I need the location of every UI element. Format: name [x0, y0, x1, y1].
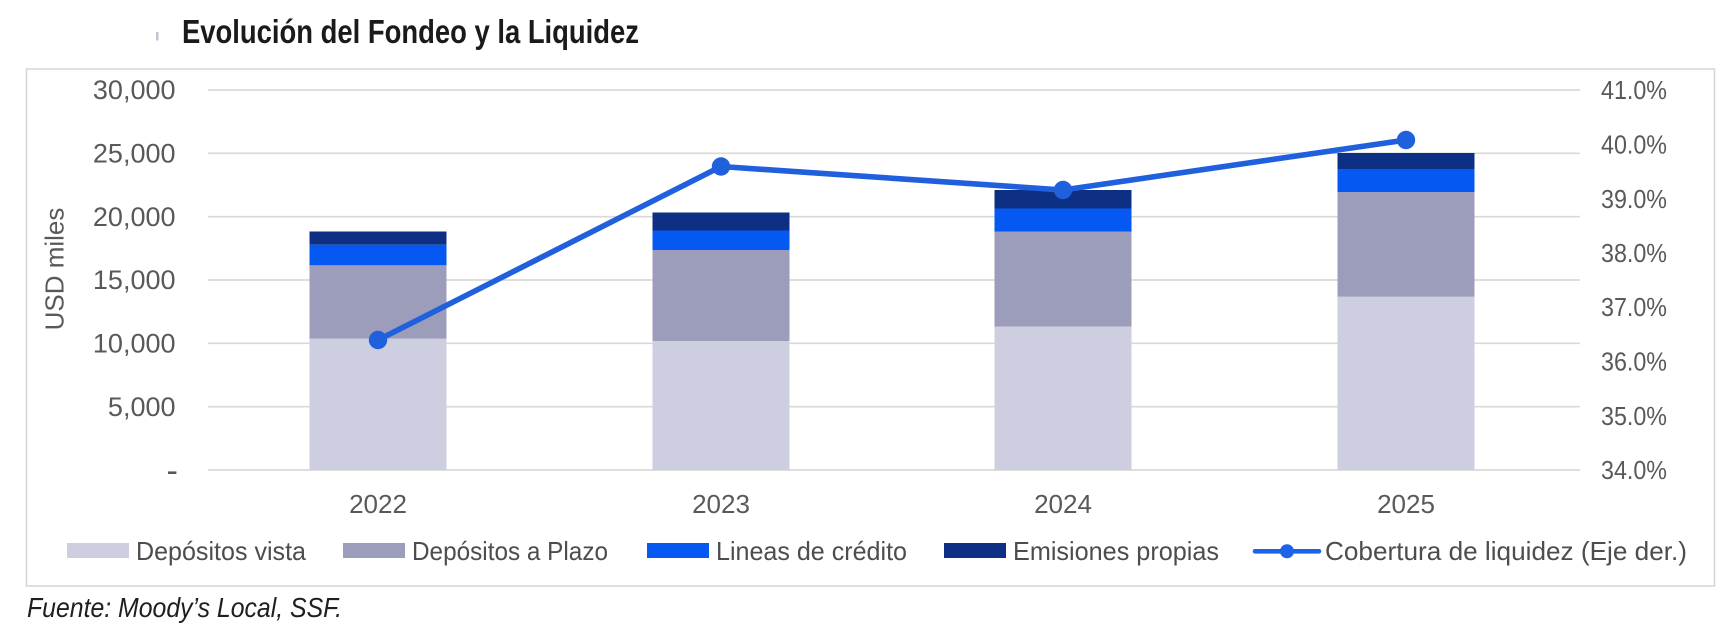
- svg-text:2022: 2022: [349, 489, 407, 519]
- svg-text:36.0%: 36.0%: [1601, 347, 1667, 377]
- svg-text:30,000: 30,000: [93, 75, 176, 105]
- svg-text:2024: 2024: [1034, 489, 1092, 519]
- svg-text:Lineas de crédito: Lineas de crédito: [716, 536, 907, 566]
- svg-text:5,000: 5,000: [108, 392, 176, 422]
- svg-text:15,000: 15,000: [93, 265, 176, 295]
- svg-text:Evolución del Fondeo y la Liqu: Evolución del Fondeo y la Liquidez: [182, 13, 639, 50]
- svg-text:Depósitos a Plazo: Depósitos a Plazo: [412, 536, 608, 566]
- svg-text:41.0%: 41.0%: [1601, 75, 1667, 105]
- svg-text:37.0%: 37.0%: [1601, 292, 1667, 322]
- svg-text:34.0%: 34.0%: [1601, 455, 1667, 485]
- svg-text:2025: 2025: [1377, 489, 1435, 519]
- svg-text:2023: 2023: [692, 489, 750, 519]
- svg-text:38.0%: 38.0%: [1601, 238, 1667, 268]
- svg-text:Depósitos vista: Depósitos vista: [136, 536, 307, 566]
- svg-text:20,000: 20,000: [93, 202, 176, 232]
- svg-text:Fuente: Moody’s Local, SSF.: Fuente: Moody’s Local, SSF.: [27, 592, 342, 623]
- svg-text:40.0%: 40.0%: [1601, 130, 1667, 160]
- svg-text:USD miles: USD miles: [40, 208, 70, 331]
- svg-text:39.0%: 39.0%: [1601, 184, 1667, 214]
- svg-text:35.0%: 35.0%: [1601, 401, 1667, 431]
- svg-text:10,000: 10,000: [93, 329, 176, 359]
- svg-text:Cobertura de liquidez (Eje der: Cobertura de liquidez (Eje der.): [1325, 536, 1687, 566]
- svg-text:25,000: 25,000: [93, 139, 176, 169]
- svg-text:Emisiones propias: Emisiones propias: [1013, 536, 1219, 566]
